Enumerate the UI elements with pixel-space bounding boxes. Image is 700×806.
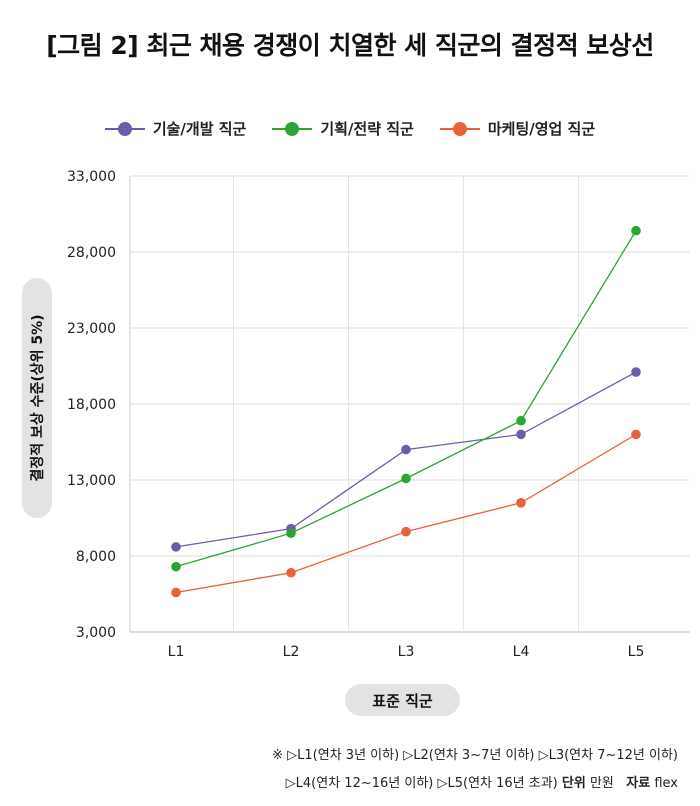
- y-tick-label: 13,000: [67, 473, 116, 489]
- source-label: 자료: [626, 776, 651, 791]
- series-line-0: [175, 371, 637, 548]
- unit-label: 단위: [561, 776, 586, 791]
- data-point-s1-L3: [401, 473, 411, 484]
- data-point-s2-L2: [286, 567, 296, 578]
- data-point-s0-L1: [171, 542, 181, 552]
- y-tick-label: 3,000: [76, 625, 116, 641]
- x-tick-label: L5: [628, 644, 645, 660]
- legend-swatch-planning: [272, 121, 313, 136]
- legend-item-tech: 기술/개발 직군: [104, 118, 247, 139]
- x-tick-label: L1: [168, 644, 185, 660]
- data-point-s2-L5: [631, 429, 641, 440]
- data-point-s0-L3: [401, 444, 411, 455]
- data-point-s0-L4: [516, 429, 526, 440]
- legend: 기술/개발 직군 기획/전략 직군 마케팅/영업 직군: [0, 118, 700, 139]
- source-value: flex: [654, 776, 678, 791]
- unit-value: 만원: [589, 776, 614, 791]
- data-point-s0-L5: [631, 367, 641, 377]
- footnote-line-1: ※ ▷L1(연차 3년 이하) ▷L2(연차 3~7년 이하) ▷L3(연차 7…: [272, 748, 678, 763]
- x-tick-label: L4: [513, 644, 530, 660]
- legend-swatch-marketing: [439, 121, 480, 136]
- y-axis-label-pill: [22, 278, 52, 518]
- data-point-s1-L4: [516, 415, 526, 426]
- data-point-s2-L3: [401, 526, 411, 537]
- data-point-s2-L4: [516, 498, 526, 508]
- footnote-levels: ▷L4(연차 12~16년 이하) ▷L5(연차 16년 초과): [285, 776, 558, 791]
- series-line-1: [175, 230, 637, 568]
- legend-label-marketing: 마케팅/영업 직군: [487, 120, 596, 138]
- x-axis-label: 표준 직군: [345, 684, 460, 716]
- y-tick-label: 18,000: [67, 397, 116, 413]
- data-point-s1-L5: [631, 225, 641, 236]
- chart-title: [그림 2] 최근 채용 경쟁이 치열한 세 직군의 결정적 보상선: [46, 31, 654, 60]
- footnote-line-2: ▷L4(연차 12~16년 이하) ▷L5(연차 16년 초과) 단위 만원 자…: [272, 770, 678, 798]
- x-tick-label: L3: [398, 644, 415, 660]
- y-tick-label: 28,000: [67, 245, 116, 261]
- y-tick-label: 33,000: [67, 169, 116, 185]
- data-point-s1-L1: [171, 561, 181, 572]
- legend-label-planning: 기획/전략 직군: [320, 120, 414, 138]
- footnotes: ※ ▷L1(연차 3년 이하) ▷L2(연차 3~7년 이하) ▷L3(연차 7…: [272, 742, 678, 798]
- legend-label-tech: 기술/개발 직군: [152, 120, 247, 138]
- y-tick-label: 8,000: [76, 549, 116, 565]
- legend-swatch-tech: [104, 121, 145, 136]
- data-point-s1-L2: [286, 528, 296, 538]
- legend-item-planning: 기획/전략 직군: [272, 118, 414, 139]
- legend-item-marketing: 마케팅/영업 직군: [439, 118, 596, 139]
- x-tick-label: L2: [283, 644, 300, 660]
- series-line-2: [175, 433, 637, 594]
- y-tick-label: 23,000: [67, 321, 116, 337]
- data-point-s2-L1: [171, 587, 181, 598]
